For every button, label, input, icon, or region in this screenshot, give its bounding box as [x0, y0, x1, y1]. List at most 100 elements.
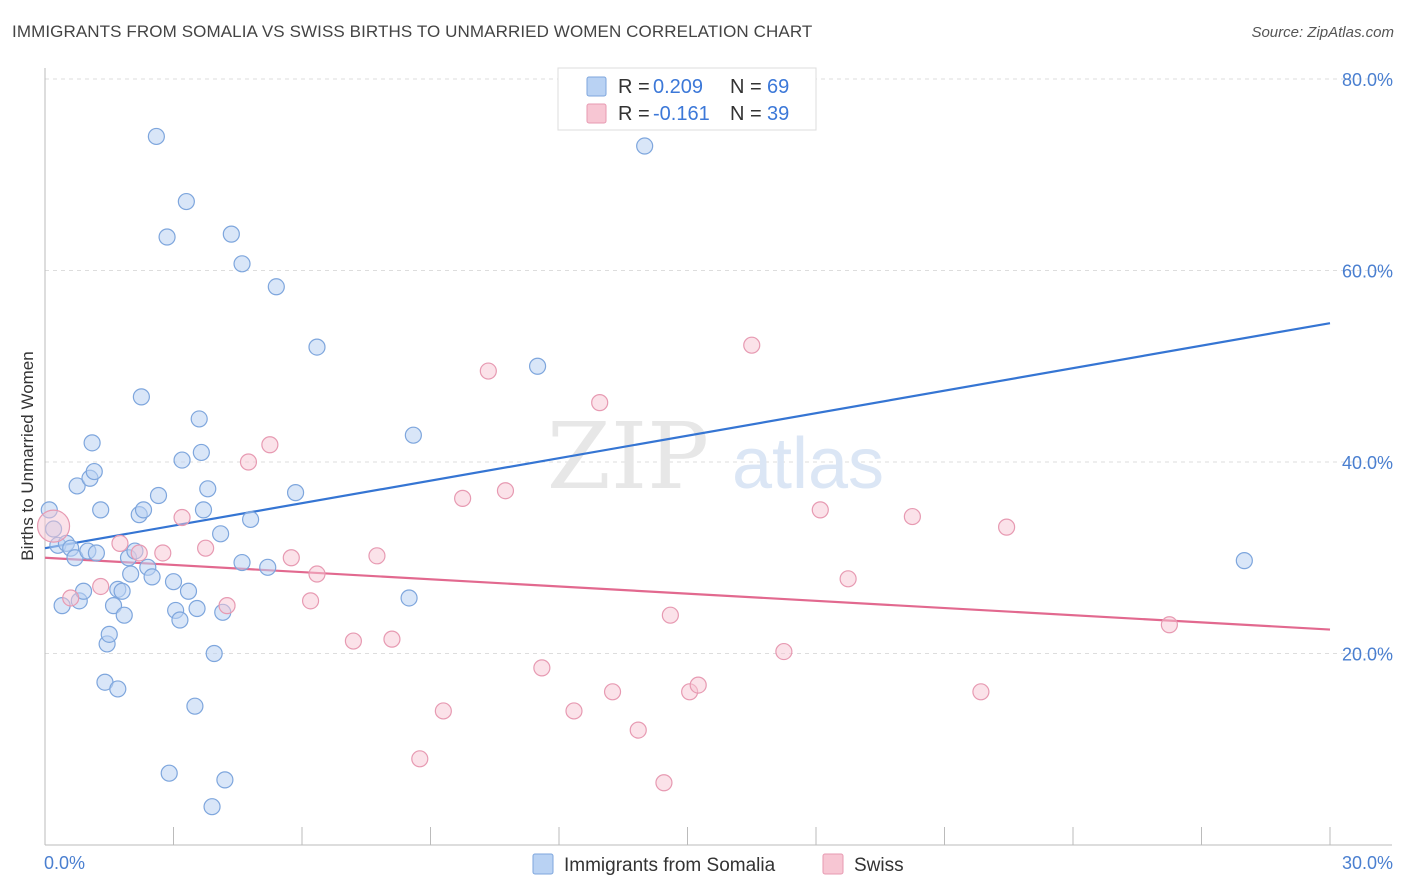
point-somalia-44	[190, 410, 208, 428]
point-somalia-38	[171, 611, 189, 629]
x-tick-label-min: 0.0%	[44, 853, 85, 873]
trend-lines	[44, 322, 1331, 631]
point-somalia-53	[222, 225, 240, 243]
point-swiss-8	[218, 597, 236, 615]
chart-title: IMMIGRANTS FROM SOMALIA VS SWISS BIRTHS …	[12, 22, 813, 41]
y-tick-label-40: 40.0%	[1342, 453, 1393, 473]
point-somalia-29	[134, 501, 153, 519]
legend-r-label-swiss: R =	[618, 103, 650, 125]
point-somalia-36	[164, 573, 183, 591]
point-swiss-37	[998, 518, 1016, 536]
point-somalia-59	[286, 484, 305, 502]
point-somalia-13	[85, 462, 103, 481]
point-swiss-7	[197, 539, 215, 557]
point-somalia-63	[528, 357, 547, 375]
point-somalia-39	[173, 451, 191, 469]
point-somalia-56	[242, 510, 260, 529]
point-swiss-31	[743, 336, 761, 354]
point-somalia-19	[104, 597, 123, 615]
y-tick-label-80: 80.0%	[1342, 70, 1393, 90]
legend-n-label-swiss: N =	[730, 103, 762, 125]
point-somalia-60	[308, 338, 326, 356]
y-tick-label-60: 60.0%	[1342, 262, 1393, 282]
point-swiss-24	[591, 394, 609, 412]
point-swiss-32	[775, 642, 793, 661]
point-swiss-6	[173, 508, 191, 527]
point-swiss-11	[282, 549, 300, 567]
point-swiss-9	[239, 453, 258, 471]
point-swiss-25	[603, 683, 622, 701]
point-somalia-34	[158, 228, 176, 246]
y-tick-label-20: 20.0%	[1342, 645, 1393, 665]
point-swiss-4	[130, 544, 148, 562]
point-somalia-32	[147, 127, 165, 146]
point-swiss-22	[533, 659, 551, 677]
bottom-legend-somalia: Immigrants from Somalia	[564, 855, 776, 876]
point-swiss-0	[36, 509, 71, 543]
legend-n-value-somalia: 69	[767, 76, 789, 98]
point-somalia-15	[92, 501, 110, 519]
point-somalia-42	[186, 697, 204, 715]
point-swiss-33	[811, 501, 829, 519]
point-somalia-49	[205, 644, 223, 663]
point-swiss-16	[383, 630, 401, 648]
bottom-legend-swatch-somalia	[532, 853, 554, 875]
point-swiss-34	[839, 570, 857, 588]
point-swiss-13	[308, 565, 326, 583]
point-swiss-15	[368, 547, 386, 565]
point-swiss-38	[1160, 616, 1178, 634]
legend-n-value-swiss: 39	[767, 103, 789, 125]
watermark: ZIP atlas	[547, 403, 884, 510]
point-somalia-28	[132, 388, 150, 406]
point-somalia-31	[143, 568, 161, 586]
axes: 0.0% 30.0%	[44, 68, 1393, 873]
point-somalia-7	[68, 477, 86, 495]
point-swiss-23	[565, 702, 583, 720]
point-somalia-40	[177, 192, 195, 211]
point-swiss-21	[496, 482, 515, 500]
point-swiss-12	[301, 592, 320, 610]
point-somalia-46	[194, 501, 213, 519]
point-swiss-14	[344, 632, 362, 650]
point-somalia-62	[404, 426, 422, 444]
bottom-legend-swiss: Swiss	[854, 855, 904, 876]
watermark-atlas: atlas	[732, 424, 884, 504]
point-swiss-19	[454, 489, 472, 507]
legend-r-value-somalia: 0.209	[653, 76, 703, 98]
point-swiss-17	[411, 750, 429, 768]
legend-n-label-somalia: N =	[730, 76, 762, 98]
legend-swatch-swiss	[586, 103, 607, 124]
point-somalia-50	[212, 525, 230, 543]
legend: R = 0.209 N = 69 R = -0.161 N = 39	[557, 67, 817, 131]
point-somalia-47	[199, 480, 217, 498]
point-somalia-18	[100, 625, 118, 643]
point-somalia-61	[400, 589, 418, 607]
point-swiss-30	[689, 676, 707, 694]
somalia-points	[40, 127, 1253, 816]
point-swiss-18	[434, 702, 452, 720]
point-somalia-23	[115, 606, 133, 624]
y-axis-label: Births to Unmarried Women	[18, 351, 37, 560]
point-somalia-41	[179, 582, 198, 600]
point-somalia-45	[192, 443, 210, 462]
point-swiss-27	[655, 774, 673, 792]
point-somalia-55	[233, 553, 251, 572]
grid: 20.0% 40.0% 60.0% 80.0%	[45, 70, 1393, 665]
trend-line-somalia	[44, 322, 1331, 550]
source-label: Source: ZipAtlas.com	[1251, 24, 1394, 41]
point-somalia-14	[87, 544, 106, 562]
point-somalia-57	[259, 558, 277, 576]
swiss-points	[36, 336, 1178, 792]
x-tick-label-max: 30.0%	[1342, 853, 1393, 873]
legend-r-label-somalia: R =	[618, 76, 650, 98]
point-swiss-10	[261, 436, 279, 454]
point-swiss-36	[972, 683, 990, 701]
point-somalia-33	[149, 486, 168, 505]
point-somalia-48	[203, 798, 221, 816]
point-swiss-26	[629, 721, 647, 739]
point-swiss-35	[903, 507, 921, 526]
bottom-legend-swatch-swiss	[822, 853, 844, 875]
point-somalia-22	[113, 582, 131, 600]
point-somalia-65	[1235, 552, 1253, 570]
